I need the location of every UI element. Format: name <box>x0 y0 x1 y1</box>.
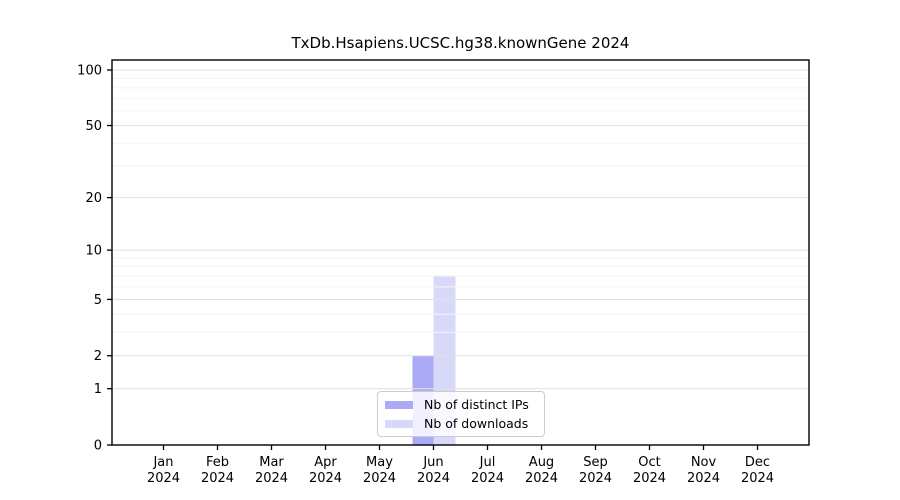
y-tick-label: 0 <box>94 439 102 454</box>
x-tick-label-year: 2024 <box>363 471 396 486</box>
y-tick-label: 1 <box>94 382 102 397</box>
x-tick-label-month: Dec <box>745 455 770 470</box>
x-tick-label-month: May <box>366 455 393 470</box>
x-tick-label-year: 2024 <box>687 471 720 486</box>
x-tick-label-year: 2024 <box>201 471 234 486</box>
y-tick-label: 50 <box>85 119 102 134</box>
legend-swatch-distinct-ips <box>385 400 413 409</box>
legend-box: Nb of distinct IPs Nb of downloads <box>377 391 545 437</box>
x-tick-label-year: 2024 <box>417 471 450 486</box>
x-tick-label-month: Sep <box>583 455 608 470</box>
y-tick-label: 2 <box>94 349 102 364</box>
legend-label: Nb of distinct IPs <box>424 397 529 412</box>
y-tick-label: 20 <box>85 191 102 206</box>
x-tick-label-month: Oct <box>638 455 660 470</box>
x-tick-label-month: Jul <box>479 455 496 470</box>
x-tick-label-month: Jun <box>422 455 443 470</box>
y-tick-label: 100 <box>77 64 102 79</box>
x-tick-label-year: 2024 <box>579 471 612 486</box>
axes-box <box>111 59 810 446</box>
legend-item: Nb of downloads <box>378 414 544 433</box>
y-tick-label: 5 <box>94 293 102 308</box>
x-tick-label-month: Apr <box>314 455 337 470</box>
y-tick-label: 10 <box>85 244 102 259</box>
x-tick-label-year: 2024 <box>255 471 288 486</box>
x-tick-label-year: 2024 <box>309 471 342 486</box>
x-tick-label-month: Mar <box>259 455 284 470</box>
x-tick-label-year: 2024 <box>741 471 774 486</box>
x-axis-group: Jan2024Feb2024Mar2024Apr2024May2024Jun20… <box>147 445 774 486</box>
x-tick-label-month: Aug <box>529 455 554 470</box>
x-tick-label-year: 2024 <box>525 471 558 486</box>
y-axis-group: 0 1 2 5 10 20 50 100 <box>77 64 112 454</box>
chart-title: TxDb.Hsapiens.UCSC.hg38.knownGene 2024 <box>291 34 630 52</box>
x-tick-label-month: Feb <box>206 455 229 470</box>
x-tick-label-year: 2024 <box>633 471 666 486</box>
legend-label: Nb of downloads <box>424 416 529 431</box>
gridlines-group <box>113 69 808 390</box>
legend-swatch-downloads <box>385 419 413 428</box>
x-tick-label-year: 2024 <box>471 471 504 486</box>
x-tick-label-year: 2024 <box>147 471 180 486</box>
x-tick-label-month: Jan <box>152 455 173 470</box>
x-tick-label-month: Nov <box>691 455 717 470</box>
legend-item: Nb of distinct IPs <box>378 395 544 414</box>
